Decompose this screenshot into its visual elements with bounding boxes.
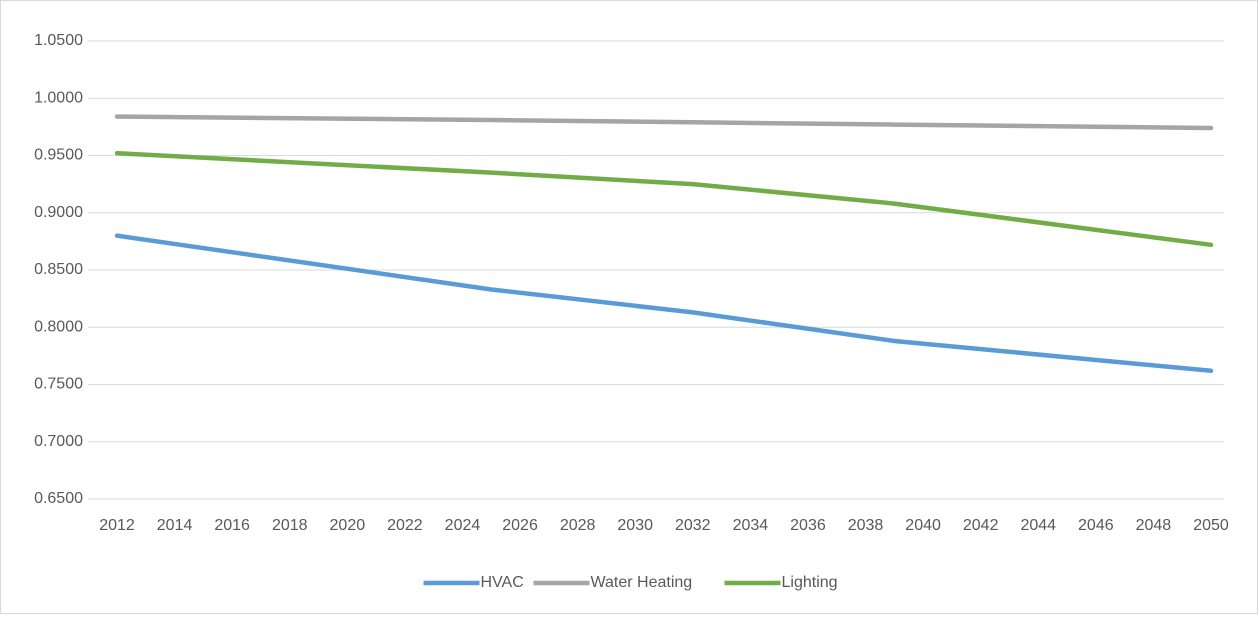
x-tick-label: 2012 [99,517,135,534]
legend-label: HVAC [481,574,524,591]
y-tick-label: 0.7500 [34,376,83,393]
x-tick-label: 2032 [675,517,711,534]
series-line [114,233,1214,374]
x-tick-label: 2042 [963,517,999,534]
x-tick-label: 2014 [157,517,193,534]
y-tick-label: 0.9500 [34,147,83,164]
y-tick-label: 0.6500 [34,490,83,507]
y-tick-label: 1.0000 [34,89,83,106]
x-tick-label: 2028 [560,517,596,534]
y-tick-label: 0.8000 [34,318,83,335]
legend-label: Lighting [782,574,838,591]
x-tick-label: 2040 [905,517,941,534]
y-tick-label: 1.0500 [34,32,83,49]
x-tick-label: 2048 [1136,517,1172,534]
x-tick-label: 2044 [1020,517,1056,534]
x-tick-label: 2016 [214,517,250,534]
y-tick-label: 0.9000 [34,204,83,221]
x-tick-label: 2034 [733,517,769,534]
x-tick-label: 2020 [330,517,366,534]
x-tick-label: 2030 [617,517,653,534]
x-tick-label: 2046 [1078,517,1114,534]
series-line [114,114,1214,131]
y-tick-label: 0.8500 [34,261,83,278]
x-tick-label: 2018 [272,517,308,534]
x-tick-label: 2026 [502,517,538,534]
x-tick-label: 2024 [445,517,481,534]
x-tick-label: 2036 [790,517,826,534]
x-tick-label: 2022 [387,517,423,534]
x-tick-label: 2050 [1193,517,1229,534]
series-line [114,150,1214,248]
legend-label: Water Heating [591,574,693,591]
y-tick-label: 0.7000 [34,433,83,450]
x-tick-label: 2038 [848,517,884,534]
